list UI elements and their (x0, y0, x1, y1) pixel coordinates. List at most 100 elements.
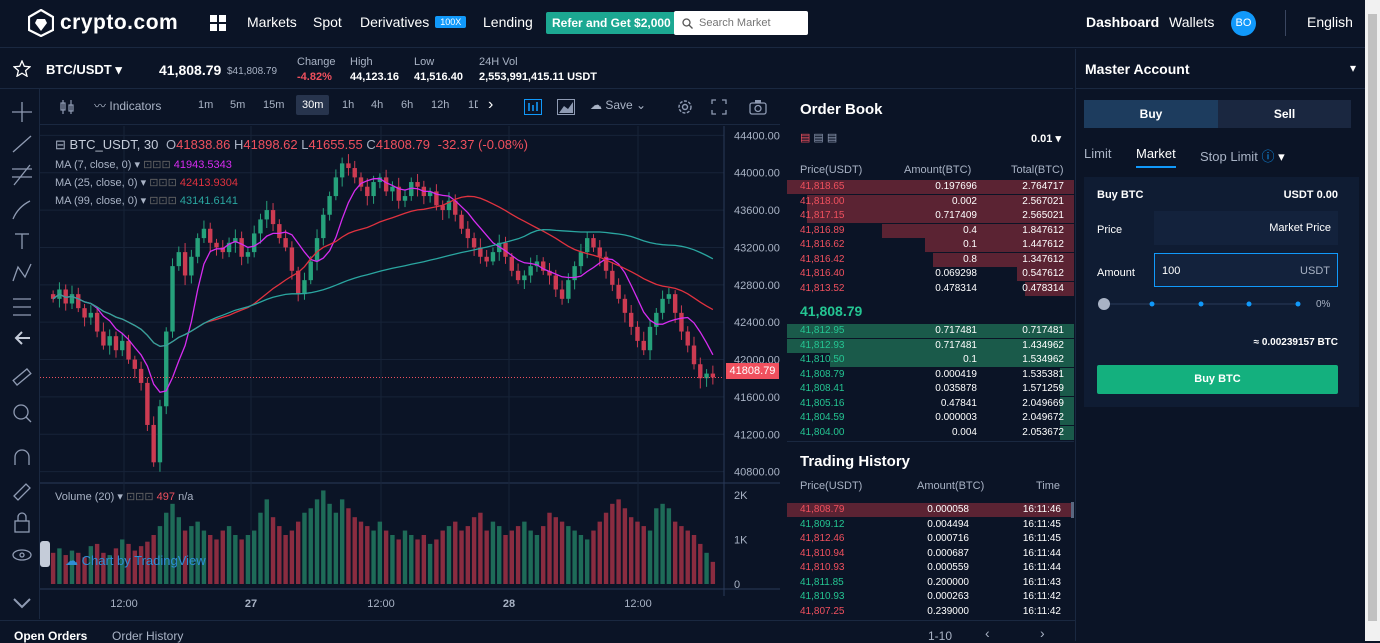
both-sides-icon[interactable]: ▤ (800, 132, 814, 144)
nav-spot[interactable]: Spot (313, 14, 342, 30)
orderbook-last-price: 41,808.79 (800, 303, 863, 319)
pair-selector[interactable]: BTC/USDT ▾ (46, 62, 122, 78)
bar-chart-icon[interactable] (524, 99, 542, 115)
bid-row[interactable]: 41,805.16 0.47841 2.049669 (787, 396, 1074, 411)
tf-5m[interactable]: 5m (230, 99, 246, 111)
search-box[interactable] (674, 11, 808, 35)
tab-order-history[interactable]: Order History (112, 629, 184, 643)
nav-lending[interactable]: Lending (483, 14, 533, 30)
tf-1d[interactable]: 1D (468, 99, 478, 111)
type-market[interactable]: Market (1136, 146, 1176, 168)
history-price: 41,808.79 (800, 504, 845, 515)
ma-controls-icon[interactable]: ⊡⊡⊡ (149, 177, 177, 189)
slider-percent: 0% (1316, 299, 1331, 310)
gear-icon[interactable] (676, 98, 694, 116)
sell-tab[interactable]: Sell (1218, 100, 1351, 128)
tf-30m[interactable]: 30m (296, 95, 330, 115)
nav-dashboard[interactable]: Dashboard (1086, 14, 1160, 30)
ask-row[interactable]: 41,816.42 0.8 1.347612 (787, 252, 1074, 267)
ask-row[interactable]: 41,813.52 0.478314 0.478314 (787, 281, 1074, 296)
cloud-logo-icon: ☁ (65, 553, 78, 568)
bids-only-icon[interactable]: ▤ (813, 132, 827, 144)
candle-body (201, 228, 207, 239)
volume-bar (82, 557, 87, 584)
candle-body (132, 359, 138, 369)
area-chart-icon[interactable] (557, 99, 575, 115)
ma-controls-icon[interactable]: ⊡⊡⊡ (149, 195, 177, 207)
refer-button[interactable]: Refer and Get $2,000 (546, 12, 677, 34)
collapse-icon[interactable]: ⊟ (55, 137, 66, 152)
chevron-right-icon[interactable]: › (1040, 625, 1045, 641)
bid-total: 1.434962 (1022, 339, 1064, 351)
chevron-right-icon[interactable]: › (488, 96, 494, 113)
bid-row[interactable]: 41,808.41 0.035878 1.571259 (787, 382, 1074, 396)
avatar[interactable]: BO (1231, 11, 1256, 36)
candle-body (622, 298, 628, 313)
apps-grid-icon[interactable] (210, 15, 226, 31)
logo[interactable]: crypto.com (28, 9, 178, 37)
indicators-button[interactable]: 〰 Indicators (94, 97, 161, 114)
page-scroll-thumb[interactable] (1368, 14, 1377, 621)
ask-row[interactable]: 41,817.15 0.717409 2.565021 (787, 209, 1074, 223)
bid-total: 1.571259 (1022, 383, 1064, 394)
tf-6h[interactable]: 6h (401, 99, 414, 111)
asks-only-icon[interactable]: ▤ (826, 132, 841, 144)
save-button[interactable]: ☁ Save ⌄ (590, 98, 646, 112)
camera-icon[interactable] (749, 99, 767, 115)
ma99-legend[interactable]: MA (99, close, 0) ▾ ⊡⊡⊡ 43141.6141 (55, 195, 239, 207)
fullscreen-icon[interactable] (711, 99, 727, 115)
tradingview-watermark[interactable]: ☁ Chart by TradingView (65, 553, 206, 569)
bid-row[interactable]: 41,808.79 0.000419 1.535381 (787, 367, 1074, 382)
bid-row[interactable]: 41,812.93 0.717481 1.434962 (787, 338, 1074, 353)
ask-row[interactable]: 41,818.65 0.197696 2.764717 (787, 180, 1074, 194)
ask-row[interactable]: 41,816.89 0.4 1.847612 (787, 223, 1074, 238)
nav-wallets[interactable]: Wallets (1169, 14, 1215, 30)
amount-input[interactable]: 100 (1162, 265, 1181, 277)
bid-row[interactable]: 41,804.59 0.000003 2.049672 (787, 411, 1074, 425)
ask-row[interactable]: 41,816.40 0.069298 0.547612 (787, 267, 1074, 281)
chevron-left-icon[interactable]: ‹ (985, 625, 990, 641)
expand-down-icon (13, 598, 31, 609)
buy-tab[interactable]: Buy (1084, 100, 1218, 128)
book-view-icons[interactable]: ▤▤▤ (800, 131, 840, 144)
vol-controls-icon[interactable]: ⊡⊡⊡ (125, 491, 154, 503)
precision-selector[interactable]: 0.01 ▾ (1031, 132, 1061, 145)
chart-scroll-handle[interactable] (40, 541, 50, 567)
ask-row[interactable]: 41,818.00 0.002 2.567021 (787, 194, 1074, 209)
ask-row[interactable]: 41,816.62 0.1 1.447612 (787, 238, 1074, 252)
tf-1m[interactable]: 1m (198, 99, 214, 111)
language-selector[interactable]: English (1307, 14, 1353, 30)
vol-value: 2,553,991,415.11 USDT (479, 71, 598, 83)
account-header[interactable]: Master Account ▾ (1076, 49, 1366, 89)
tf-1h[interactable]: 1h (342, 99, 355, 111)
volume-legend[interactable]: Volume (20) ▾ ⊡⊡⊡ 497 n/a (55, 491, 194, 503)
buy-btc-button[interactable]: Buy BTC (1097, 365, 1338, 394)
ma-controls-icon[interactable]: ⊡⊡⊡ (143, 159, 171, 171)
star-icon[interactable] (13, 60, 31, 77)
type-limit[interactable]: Limit (1084, 146, 1112, 161)
nav-markets[interactable]: Markets (247, 14, 297, 30)
tf-4h[interactable]: 4h (371, 99, 384, 111)
bid-row[interactable]: 41,810.50 0.1 1.534962 (787, 353, 1074, 367)
bid-row[interactable]: 41,804.00 0.004 2.053672 (787, 425, 1074, 440)
search-input[interactable] (699, 17, 799, 29)
chart-canvas[interactable]: 44400.00 44000.00 43600.00 43200.00 42800.00… (40, 126, 780, 616)
price-field[interactable]: Market Price (1154, 211, 1338, 245)
info-icon[interactable]: ⓘ (1261, 149, 1275, 164)
amount-field[interactable]: 100 USDT (1154, 253, 1338, 287)
candle-body (333, 177, 339, 197)
page-scrollbar[interactable] (1365, 0, 1380, 641)
candles-icon[interactable] (60, 99, 74, 115)
ma7-legend[interactable]: MA (7, close, 0) ▾ ⊡⊡⊡ 41943.5343 (55, 159, 232, 171)
price-chart[interactable]: 44400.00 44000.00 43600.00 43200.00 42800.00… (40, 126, 780, 616)
watermark-text: Chart by TradingView (81, 553, 206, 568)
bid-row[interactable]: 41,812.95 0.717481 0.717481 (787, 324, 1074, 338)
tf-12h[interactable]: 12h (431, 99, 450, 111)
amount-slider[interactable] (1096, 296, 1326, 312)
tf-15m[interactable]: 15m (263, 99, 285, 111)
history-scrollbar[interactable] (1071, 502, 1074, 518)
tab-open-orders[interactable]: Open Orders (14, 629, 88, 643)
type-stop-limit[interactable]: Stop Limit ⓘ ▾ (1200, 146, 1285, 165)
nav-derivatives[interactable]: Derivatives 100X (360, 14, 467, 30)
ma25-legend[interactable]: MA (25, close, 0) ▾ ⊡⊡⊡ 42413.9304 (55, 177, 239, 189)
